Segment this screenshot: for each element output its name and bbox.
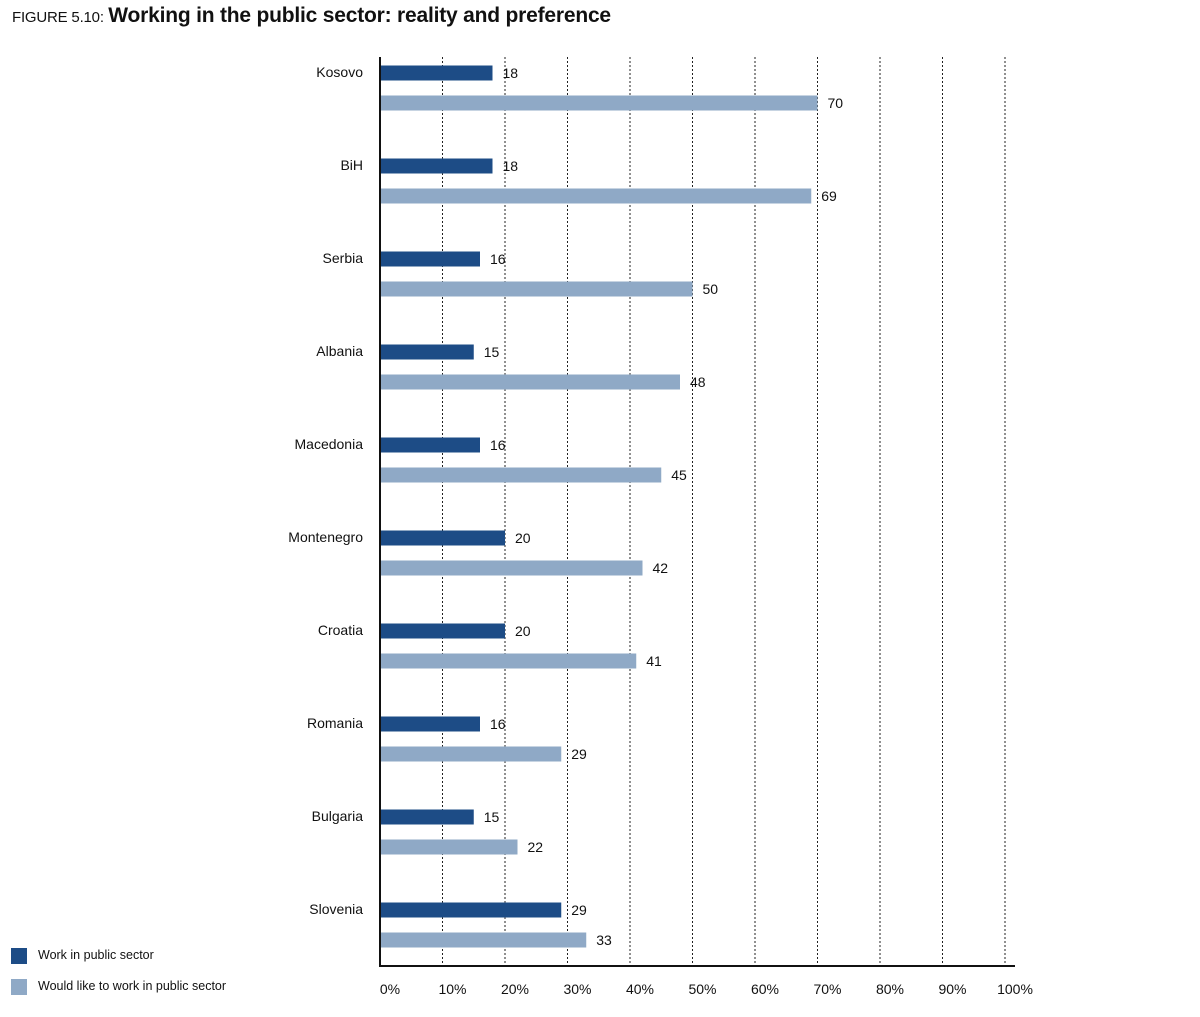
bar-albania-would-like [380,374,680,390]
value-label-kosovo-work: 18 [503,65,519,81]
category-label-serbia: Serbia [323,250,364,266]
value-label-bih-would-like: 69 [821,188,837,204]
bar-croatia-work [380,623,505,639]
legend-swatch-would-like [11,979,27,995]
bar-bulgaria-work [380,809,474,825]
bar-romania-would-like [380,746,562,762]
figure-heading: Working in the public sector: reality an… [108,4,611,27]
x-tick-label-50: 50% [688,981,716,997]
value-label-kosovo-would-like: 70 [828,95,844,111]
x-tick-label-90: 90% [938,981,966,997]
x-tick-label-0: 0% [380,981,400,997]
category-label-montenegro: Montenegro [288,529,363,545]
figure-title: FIGURE 5.10: Working in the public secto… [12,4,611,28]
value-label-montenegro-would-like: 42 [653,560,669,576]
x-tick-label-20: 20% [501,981,529,997]
bar-croatia-would-like [380,653,637,669]
category-label-bulgaria: Bulgaria [312,808,364,824]
x-tick-label-80: 80% [876,981,904,997]
value-label-bih-work: 18 [503,158,519,174]
category-label-slovenia: Slovenia [309,901,363,917]
value-label-serbia-would-like: 50 [703,281,719,297]
category-label-romania: Romania [307,715,363,731]
x-tick-label-30: 30% [563,981,591,997]
value-label-romania-work: 16 [490,716,506,732]
legend-swatch-work [11,948,27,964]
bar-bih-would-like [380,188,812,204]
bar-kosovo-work [380,65,493,81]
bar-macedonia-work [380,437,480,453]
value-label-albania-would-like: 48 [690,374,706,390]
value-label-croatia-work: 20 [515,623,531,639]
value-label-montenegro-work: 20 [515,530,531,546]
bars [380,65,818,948]
x-tick-label-70: 70% [813,981,841,997]
value-label-slovenia-would-like: 33 [596,932,612,948]
bar-bulgaria-would-like [380,839,518,855]
category-label-macedonia: Macedonia [295,436,364,452]
bar-serbia-work [380,251,480,267]
value-label-albania-work: 15 [484,344,500,360]
bar-bih-work [380,158,493,174]
labels: Kosovo 18 70 BiH 18 69 Serbia 16 50 Albania 15 48 Ma… [288,64,1033,997]
category-label-croatia: Croatia [318,622,363,638]
bar-slovenia-work [380,902,562,918]
bar-serbia-would-like [380,281,693,297]
category-label-kosovo: Kosovo [316,64,363,80]
category-label-albania: Albania [316,343,363,359]
x-tick-label-40: 40% [626,981,654,997]
bar-montenegro-work [380,530,505,546]
bar-slovenia-would-like [380,932,587,948]
value-label-croatia-would-like: 41 [646,653,662,669]
value-label-bulgaria-would-like: 22 [528,839,544,855]
x-tick-label-10: 10% [438,981,466,997]
legend-label-work: Work in public sector [38,948,154,962]
bar-kosovo-would-like [380,95,818,111]
legend-label-would-like: Would like to work in public sector [38,979,226,993]
value-label-macedonia-would-like: 45 [671,467,687,483]
bar-romania-work [380,716,480,732]
bar-macedonia-would-like [380,467,662,483]
x-tick-label-100: 100% [997,981,1033,997]
bar-montenegro-would-like [380,560,643,576]
category-label-bih: BiH [340,157,363,173]
legend: Work in public sector Would like to work … [11,948,226,995]
value-label-bulgaria-work: 15 [484,809,500,825]
value-label-slovenia-work: 29 [571,902,587,918]
value-label-serbia-work: 16 [490,251,506,267]
figure-label: FIGURE 5.10: [12,9,104,26]
value-label-macedonia-work: 16 [490,437,506,453]
axes [379,57,1015,967]
value-label-romania-would-like: 29 [571,746,587,762]
x-tick-label-60: 60% [751,981,779,997]
bar-albania-work [380,344,474,360]
